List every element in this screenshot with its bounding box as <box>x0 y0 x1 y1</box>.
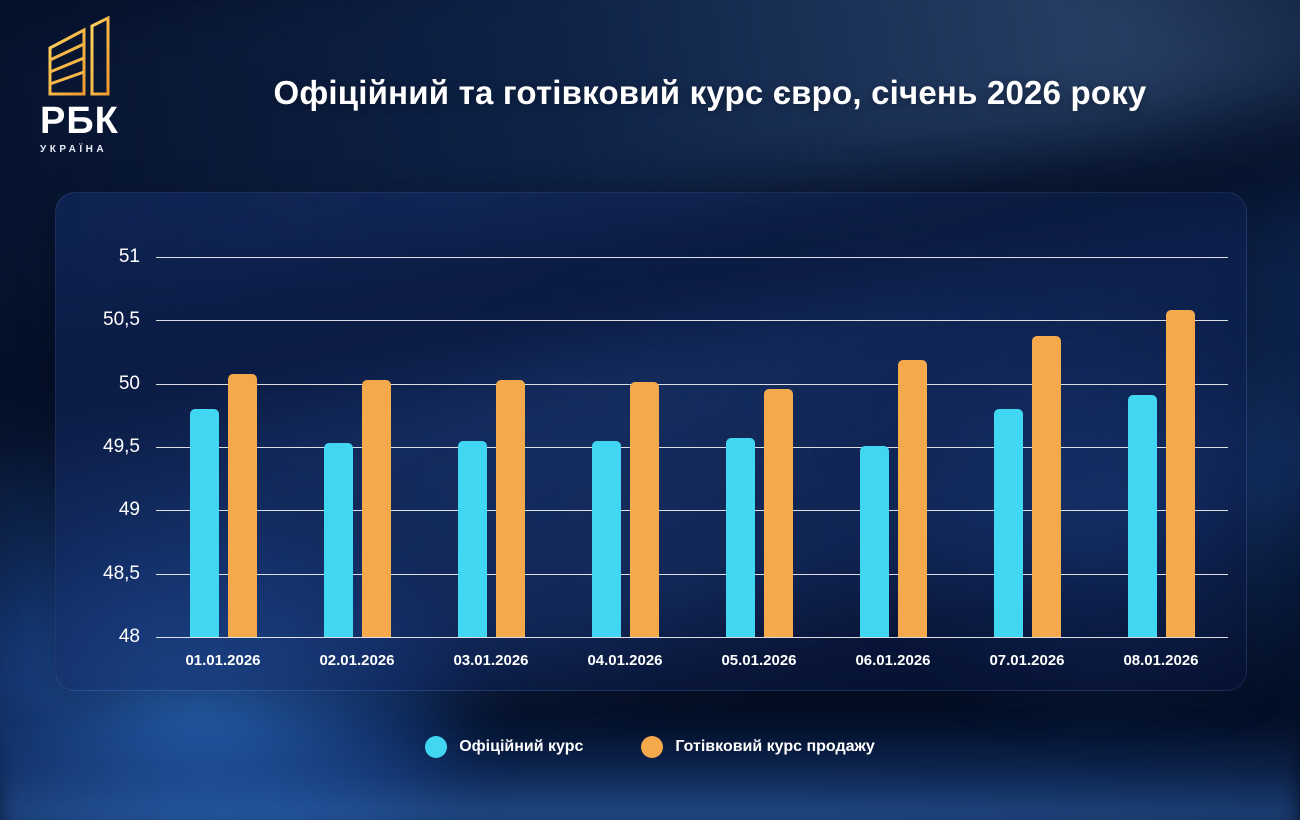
bar <box>591 440 621 637</box>
x-tick-label: 08.01.2026 <box>1123 651 1199 669</box>
logo-subtitle: УКРАЇНА <box>40 144 108 155</box>
y-tick-label: 50 <box>118 372 140 394</box>
title-wrap: Офіційний та готівковий курс єврo, січен… <box>0 74 1300 112</box>
chart-panel: 48 48,5 49 49,5 50 50,5 51 01.01.2026 02.01.202… <box>55 192 1247 691</box>
x-tick-label: 06.01.2026 <box>855 651 931 669</box>
x-tick-label: 01.01.2026 <box>185 651 261 669</box>
bar-pair <box>290 257 424 637</box>
gridline <box>156 383 1228 385</box>
bar-pair <box>826 257 960 637</box>
bar-pair <box>558 257 692 637</box>
bar <box>189 409 219 637</box>
bar <box>897 359 927 637</box>
bar <box>1127 395 1157 637</box>
x-tick-label: 03.01.2026 <box>453 651 529 669</box>
bar <box>763 388 793 637</box>
bar <box>859 445 889 637</box>
bar <box>993 409 1023 637</box>
bar <box>457 440 487 637</box>
bar <box>725 438 755 637</box>
legend-label: Офіційний курс <box>459 738 584 755</box>
bar-group: 05.01.2026 <box>692 257 826 683</box>
rbc-logo: РБК УКРАЇНА <box>40 14 150 155</box>
x-tick-label: 07.01.2026 <box>989 651 1065 669</box>
bar-pair <box>424 257 558 637</box>
bar-pair <box>156 257 290 637</box>
bar-pair <box>960 257 1094 637</box>
page-title: Офіційний та готівковий курс єврo, січен… <box>273 74 1147 111</box>
official-rate-dot-icon <box>425 736 448 758</box>
bar-pair <box>1094 257 1228 637</box>
y-tick-label: 51 <box>118 246 140 267</box>
bar <box>629 382 659 637</box>
gridline <box>156 637 1228 638</box>
y-tick-label: 48 <box>118 626 140 647</box>
gridline <box>156 257 1228 258</box>
logo-title: РБК <box>40 100 119 142</box>
gridline <box>156 447 1228 448</box>
bar-pair <box>692 257 826 637</box>
bar-groups: 01.01.2026 02.01.2026 03.01.2026 04.01.2026… <box>156 257 1228 683</box>
y-tick-label: 48,5 <box>103 562 140 584</box>
x-tick-label: 02.01.2026 <box>319 651 395 669</box>
bar <box>1165 310 1195 637</box>
bar <box>361 379 391 637</box>
bar-group: 01.01.2026 <box>156 257 290 683</box>
bar-group: 08.01.2026 <box>1094 257 1228 683</box>
y-tick-label: 49 <box>118 499 140 521</box>
bar-group: 04.01.2026 <box>558 257 692 683</box>
y-tick-label: 49,5 <box>103 436 140 457</box>
rbc-logo-icon <box>48 15 110 96</box>
cash-rate-dot-icon <box>641 736 664 758</box>
bar-chart: 48 48,5 49 49,5 50 50,5 51 01.01.2026 02.01.202… <box>78 246 1228 690</box>
y-axis: 48 48,5 49 49,5 50 50,5 51 <box>78 246 156 690</box>
bar-group: 02.01.2026 <box>290 257 424 683</box>
gridline <box>156 573 1228 575</box>
chart-legend: Офіційний курс Готівковий курс продажу <box>0 736 1300 758</box>
legend-item-cash: Готівковий курс продажу <box>641 736 875 758</box>
bar <box>323 443 353 637</box>
background-glow <box>0 720 1300 820</box>
bar-group: 03.01.2026 <box>424 257 558 683</box>
x-tick-label: 04.01.2026 <box>587 651 663 669</box>
x-tick-label: 05.01.2026 <box>721 651 797 669</box>
bar <box>495 379 525 637</box>
gridline <box>156 320 1228 322</box>
bar <box>227 373 257 637</box>
bar <box>1031 335 1061 637</box>
legend-item-official: Офіційний курс <box>425 736 583 758</box>
y-tick-label: 50,5 <box>103 309 140 331</box>
plot-area: 01.01.2026 02.01.2026 03.01.2026 04.01.2026… <box>156 257 1228 690</box>
legend-label: Готівковий курс продажу <box>675 738 875 755</box>
gridline <box>156 510 1228 512</box>
bar-group: 07.01.2026 <box>960 257 1094 683</box>
bar-group: 06.01.2026 <box>826 257 960 683</box>
gridlines <box>156 257 1228 638</box>
